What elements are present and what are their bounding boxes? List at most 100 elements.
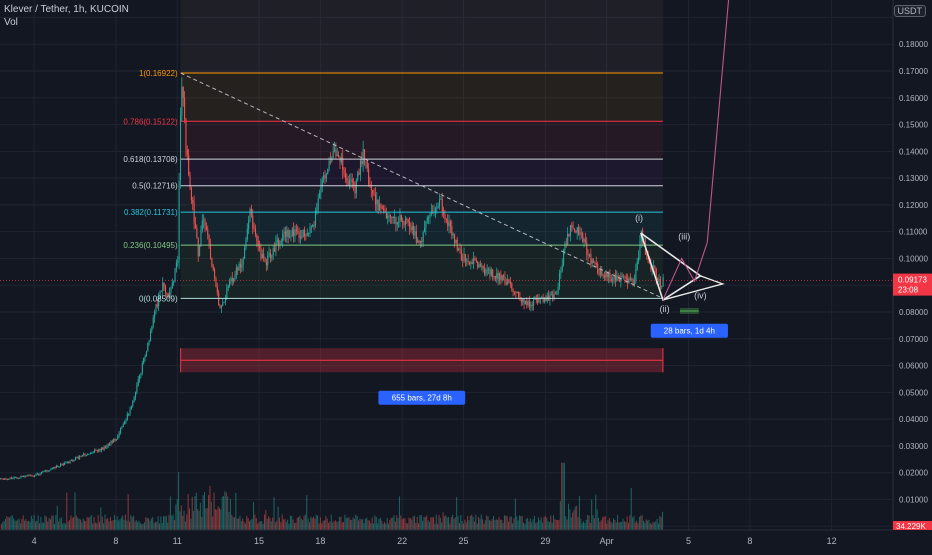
volume-bar <box>96 523 98 530</box>
volume-bar <box>62 523 64 530</box>
volume-bar <box>283 519 285 530</box>
volume-bar <box>565 516 567 530</box>
volume-bar <box>138 520 140 530</box>
candle-body <box>609 272 611 280</box>
candle-body <box>44 470 47 472</box>
candle-body <box>418 240 420 243</box>
volume-bar <box>152 517 154 530</box>
volume-bar <box>559 501 561 530</box>
candle-body <box>215 277 217 287</box>
candle-body <box>233 277 235 282</box>
candle-body <box>219 305 221 308</box>
volume-bar <box>508 521 510 530</box>
volume-bar <box>66 492 68 530</box>
volume-bar <box>517 520 519 530</box>
volume-bar <box>458 523 460 530</box>
currency-badge[interactable]: USDT <box>893 5 926 17</box>
candle-body <box>387 215 389 219</box>
volume-bar <box>454 517 456 530</box>
date-range-measure: 655 bars, 27d 8h 28 bars, 1d 4h <box>180 307 728 405</box>
candle-body <box>325 173 327 179</box>
volume-bar <box>0 523 2 530</box>
candle-body <box>445 218 447 221</box>
volume-bar <box>220 509 222 530</box>
volume-bar <box>362 519 364 530</box>
volume-bar <box>401 519 403 530</box>
candle-body <box>498 273 501 280</box>
volume-bar <box>74 492 76 530</box>
volume-bar <box>22 515 24 530</box>
volume-bar <box>208 495 210 530</box>
volume-bar <box>265 509 267 530</box>
volume-bar <box>544 516 546 530</box>
candle-body <box>253 227 255 229</box>
volume-bar <box>453 519 455 530</box>
volume-bar <box>338 517 340 530</box>
candle-body <box>567 233 569 245</box>
volume-bar <box>276 520 278 530</box>
volume-bar <box>561 462 563 530</box>
volume-bar <box>360 519 362 530</box>
volume-bar <box>216 509 218 530</box>
volume-bar <box>75 515 77 530</box>
volume-bar <box>292 519 294 530</box>
volume-bar <box>130 515 132 530</box>
volume-bar <box>213 492 215 530</box>
candle-body <box>104 446 107 448</box>
candle-body <box>305 235 307 237</box>
candle-body <box>612 279 614 282</box>
measure-label-main: 655 bars, 27d 8h <box>378 390 466 405</box>
candle-body <box>301 236 303 238</box>
candle-body <box>516 291 518 293</box>
volume-bar <box>191 496 193 530</box>
volume-bar <box>119 519 121 530</box>
candle-body <box>399 214 401 222</box>
volume-bar <box>430 517 432 530</box>
volume-bar <box>445 515 447 530</box>
candle-body <box>145 351 147 357</box>
wave-label: (iv) <box>694 291 707 301</box>
candle-body <box>152 317 154 327</box>
volume-bar <box>472 516 474 530</box>
candle-body <box>293 229 295 236</box>
price-tick: 0.16000 <box>899 94 928 103</box>
candle-body <box>451 226 453 236</box>
symbol-title: Klever / Tether, 1h, KUCOIN <box>4 4 129 15</box>
volume-bar <box>133 515 135 530</box>
volume-bar <box>627 522 629 530</box>
volume-bar <box>63 522 65 530</box>
candle-body <box>31 475 33 477</box>
candle-body <box>468 261 471 264</box>
candle-body <box>518 291 520 297</box>
candle-body <box>618 277 621 282</box>
volume-bar <box>566 519 568 530</box>
volume-bar <box>193 510 195 530</box>
candle-body <box>561 264 563 272</box>
candle-body <box>467 260 469 262</box>
volume-bar <box>468 520 470 530</box>
candle-body <box>369 184 371 186</box>
candle-body <box>40 471 43 474</box>
candle-body <box>531 304 533 306</box>
volume-bar <box>557 520 559 530</box>
candle-body <box>553 293 555 299</box>
volume-bar <box>270 521 272 530</box>
candle-body <box>489 269 491 276</box>
candle-body <box>535 299 537 300</box>
volume-bar <box>386 518 388 530</box>
candle-body <box>274 248 276 252</box>
candle-body <box>132 401 134 406</box>
volume-bar <box>615 522 617 530</box>
volume-bar <box>322 520 324 530</box>
candle-body <box>91 453 93 454</box>
volume-bar <box>374 515 376 530</box>
current-price-value: 0.09173 <box>898 276 927 285</box>
volume-bar <box>97 514 99 530</box>
volume-bar <box>153 523 155 530</box>
candle-body <box>342 157 344 171</box>
volume-bar <box>543 517 545 530</box>
volume-bar <box>319 517 321 530</box>
volume-bar <box>446 517 448 530</box>
